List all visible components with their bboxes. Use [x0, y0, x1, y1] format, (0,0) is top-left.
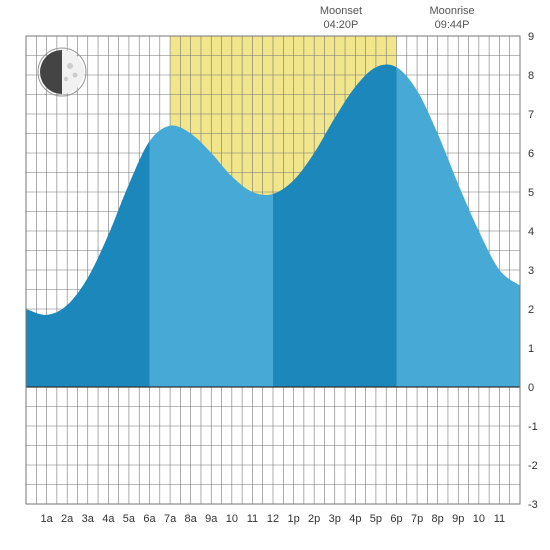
y-axis-label: 9 — [528, 31, 534, 43]
y-axis-label: 1 — [528, 343, 534, 355]
x-axis-label: 1p — [287, 513, 299, 525]
x-axis-label: 8a — [185, 513, 198, 525]
y-axis-label: -3 — [528, 499, 538, 511]
x-axis-label: 10 — [226, 513, 238, 525]
x-axis-label: 9a — [205, 513, 218, 525]
x-axis-label: 11 — [247, 513, 258, 525]
x-axis-label: 3a — [82, 513, 95, 525]
x-axis-label: 2p — [308, 513, 320, 525]
x-axis-label: 3p — [329, 513, 341, 525]
moonrise-label: Moonrise — [429, 5, 474, 17]
x-axis-label: 5a — [123, 513, 136, 525]
x-axis-label: 7a — [164, 513, 177, 525]
y-axis-label: 3 — [528, 265, 534, 277]
y-axis-label: 6 — [528, 148, 534, 160]
x-axis-label: 9p — [452, 513, 464, 525]
x-axis-label: 7p — [411, 513, 423, 525]
moon-phase-icon — [38, 48, 86, 96]
y-axis-label: 4 — [528, 226, 534, 238]
y-axis-label: 8 — [528, 70, 534, 82]
x-axis-label: 8p — [432, 513, 444, 525]
x-axis-label: 10 — [473, 513, 485, 525]
moonrise-time: 09:44P — [435, 19, 470, 31]
y-axis-label: 2 — [528, 304, 534, 316]
x-axis-label: 6a — [143, 513, 156, 525]
x-axis-label: 1a — [40, 513, 53, 525]
x-axis-label: 12 — [267, 513, 279, 525]
moonset-label: Moonset — [320, 5, 362, 17]
x-axis-label: 5p — [370, 513, 382, 525]
y-axis-label: 0 — [528, 382, 534, 394]
x-axis-label: 11 — [494, 513, 505, 525]
moonset-time: 04:20P — [323, 19, 358, 31]
x-axis-label: 4p — [349, 513, 361, 525]
tide-chart: -3-2-101234567891a2a3a4a5a6a7a8a9a101112… — [0, 0, 550, 550]
y-axis-label: -2 — [528, 460, 538, 472]
y-axis-label: 5 — [528, 187, 534, 199]
x-axis-label: 6p — [390, 513, 402, 525]
x-axis-label: 2a — [61, 513, 74, 525]
x-axis-label: 4a — [102, 513, 115, 525]
y-axis-label: -1 — [528, 421, 538, 433]
y-axis-label: 7 — [528, 109, 534, 121]
